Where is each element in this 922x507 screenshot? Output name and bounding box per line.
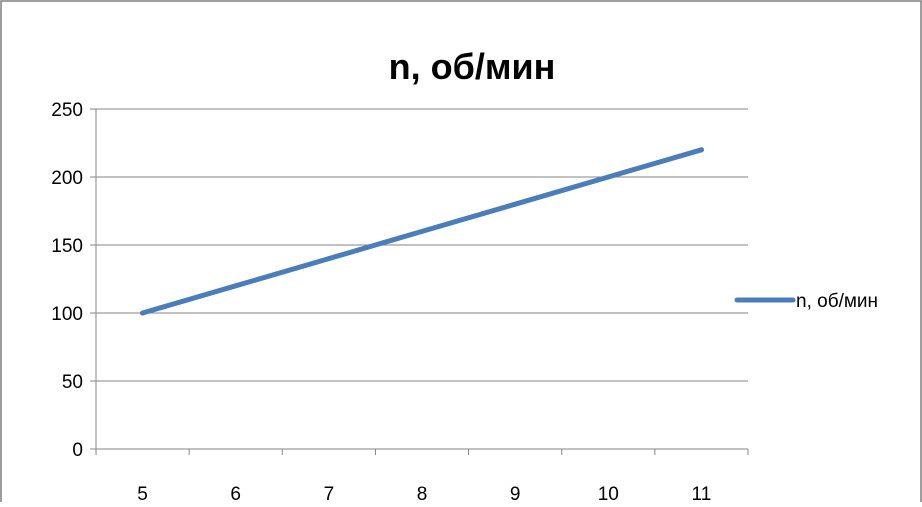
data-point xyxy=(419,228,425,234)
y-tick-label: 150 xyxy=(51,236,83,257)
x-tick-label: 7 xyxy=(324,484,335,502)
y-tick-label: 100 xyxy=(51,304,83,325)
y-tick-label: 200 xyxy=(51,168,83,189)
x-tick-label: 10 xyxy=(598,484,619,502)
data-point xyxy=(326,256,332,262)
series-layer xyxy=(140,147,704,316)
x-tick-label: 5 xyxy=(137,484,148,502)
data-point xyxy=(605,174,611,180)
x-tick-label: 9 xyxy=(510,484,521,502)
legend-label: n, об/мин xyxy=(796,291,878,312)
y-tick-label: 250 xyxy=(51,100,83,121)
gridlines xyxy=(96,108,748,382)
y-tick-label: 50 xyxy=(62,372,83,393)
x-tick-label: 8 xyxy=(417,484,428,502)
chart-title: n, об/мин xyxy=(389,46,556,87)
data-point xyxy=(233,283,239,289)
x-tick-label: 6 xyxy=(230,484,241,502)
data-point xyxy=(140,310,146,316)
y-tick-label: 0 xyxy=(72,440,83,461)
axes: 0 50 100 150 200 250 5 6 7 8 9 10 11 xyxy=(51,100,749,505)
x-tick-label: 11 xyxy=(692,484,712,502)
data-point xyxy=(698,147,704,153)
legend: n, об/мин xyxy=(734,291,878,312)
data-point xyxy=(512,201,518,207)
